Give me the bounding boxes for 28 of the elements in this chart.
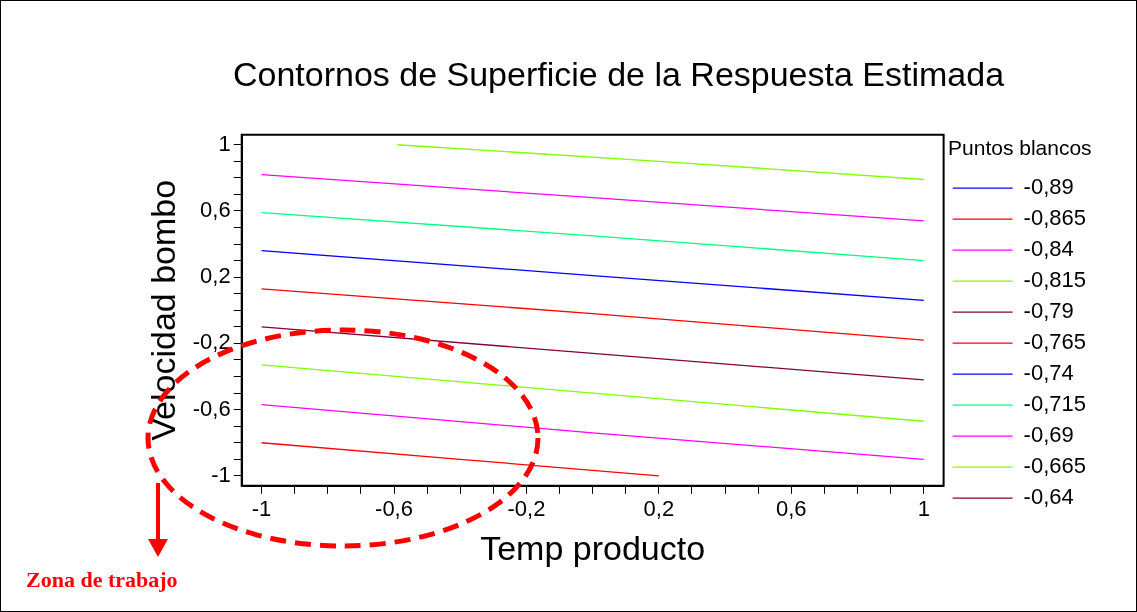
x-tick-label: -0,2 xyxy=(507,496,546,522)
x-tick-label: -1 xyxy=(251,496,272,522)
y-tick-label: -0,6 xyxy=(192,395,231,421)
legend-label: -0,74 xyxy=(1023,360,1074,386)
legend-label: -0,64 xyxy=(1023,484,1074,510)
x-axis-title: Temp producto xyxy=(480,528,706,567)
y-tick-label: -1 xyxy=(211,461,231,487)
chart-title: Contornos de Superficie de la Respuesta Estimada xyxy=(232,54,1005,93)
x-tick-label: -0,6 xyxy=(375,496,413,522)
legend-label: -0,665 xyxy=(1023,453,1087,479)
legend-label: -0,79 xyxy=(1023,298,1074,324)
legend-label: -0,765 xyxy=(1023,329,1087,355)
legend-label: -0,815 xyxy=(1023,267,1087,293)
y-axis-title: Velocidad bombo xyxy=(143,179,182,441)
text: Zona de trabajo xyxy=(26,567,178,593)
x-tick-label: 0,6 xyxy=(776,496,807,522)
y-tick-label: 0,2 xyxy=(200,263,231,289)
legend-label: -0,89 xyxy=(1023,174,1074,200)
legend-label: -0,84 xyxy=(1023,236,1074,262)
legend-label: -0,715 xyxy=(1023,391,1087,417)
x-tick-label: 0,2 xyxy=(643,496,675,522)
y-tick-label: 1 xyxy=(218,130,231,156)
y-tick-label: -0,2 xyxy=(192,329,231,355)
legend-label: -0,69 xyxy=(1023,422,1074,448)
legend-label: -0,865 xyxy=(1023,205,1087,231)
y-tick-label: 0,6 xyxy=(200,197,231,223)
x-tick-label: 1 xyxy=(917,496,930,522)
legend-title: Puntos blancos xyxy=(948,136,1092,160)
